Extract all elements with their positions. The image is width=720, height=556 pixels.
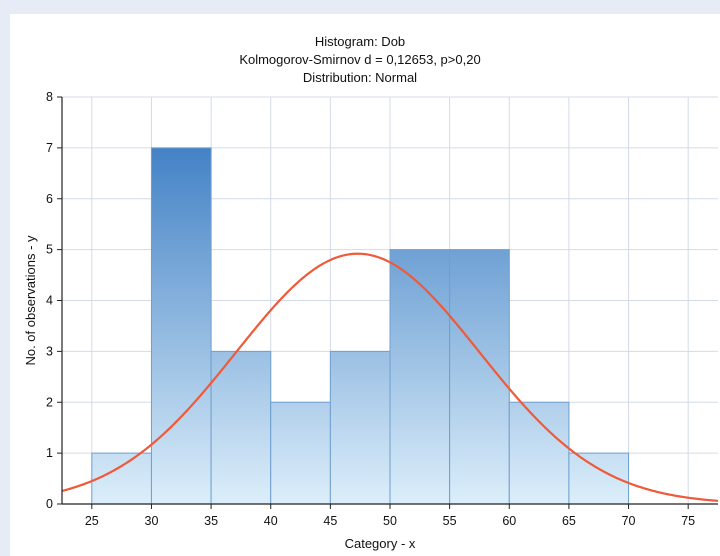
x-tick-label: 60 bbox=[502, 514, 516, 528]
x-tick-label: 40 bbox=[264, 514, 278, 528]
y-tick-label: 1 bbox=[46, 446, 53, 460]
y-tick-label: 8 bbox=[46, 90, 53, 104]
chart-title: Histogram: Dob bbox=[314, 34, 406, 49]
y-tick-label: 4 bbox=[46, 294, 53, 308]
bars bbox=[91, 147, 630, 505]
normal-curve bbox=[62, 252, 718, 502]
x-tick-label: 55 bbox=[443, 514, 457, 528]
y-axis-label: No. of observations - y bbox=[23, 235, 38, 366]
x-tick-label: 30 bbox=[145, 514, 159, 528]
chart-subtitle: Kolmogorov-Smirnov d = 0,12653, p>0,20 bbox=[239, 52, 481, 67]
x-tick-label: 65 bbox=[562, 514, 576, 528]
distribution-label: Distribution: Normal bbox=[302, 70, 418, 85]
histogram-bar bbox=[508, 401, 570, 505]
y-tick-label: 5 bbox=[46, 243, 53, 257]
x-tick-label: 45 bbox=[323, 514, 337, 528]
histogram-bar bbox=[389, 249, 451, 505]
x-tick-label: 50 bbox=[383, 514, 397, 528]
x-tick-label: 25 bbox=[85, 514, 99, 528]
histogram-bar bbox=[270, 401, 331, 505]
y-tick-label: 6 bbox=[46, 192, 53, 206]
x-tick-label: 70 bbox=[622, 514, 636, 528]
y-tick-label: 0 bbox=[46, 497, 53, 511]
histogram-bar bbox=[329, 350, 391, 505]
y-tick-label: 2 bbox=[46, 395, 53, 409]
axes bbox=[57, 96, 718, 509]
x-tick-label: 35 bbox=[204, 514, 218, 528]
histogram-bar bbox=[91, 452, 152, 505]
histogram-bar bbox=[150, 147, 212, 505]
normal-fit-line bbox=[62, 252, 718, 502]
x-tick-label: 75 bbox=[681, 514, 695, 528]
histogram-bar bbox=[210, 350, 272, 505]
y-tick-label: 3 bbox=[46, 344, 53, 358]
y-tick-label: 7 bbox=[46, 141, 53, 155]
x-axis-label: Category - x bbox=[345, 536, 416, 551]
